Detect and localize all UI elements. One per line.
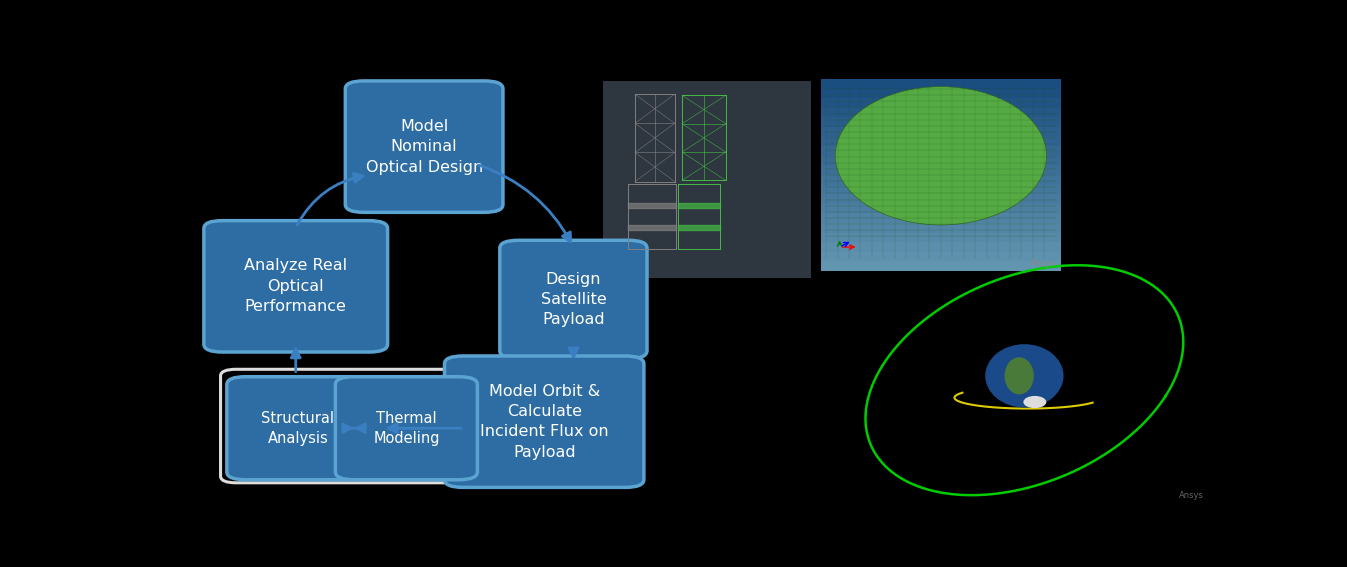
Bar bbox=[820, 242, 1061, 252]
Bar bbox=[820, 108, 1061, 117]
Ellipse shape bbox=[985, 344, 1064, 408]
FancyBboxPatch shape bbox=[226, 376, 369, 480]
FancyBboxPatch shape bbox=[335, 376, 477, 480]
Bar bbox=[820, 117, 1061, 127]
Ellipse shape bbox=[1005, 357, 1033, 395]
Bar bbox=[820, 156, 1061, 166]
Bar bbox=[820, 261, 1061, 271]
Text: Analyze Real
Optical
Performance: Analyze Real Optical Performance bbox=[244, 259, 348, 314]
Bar bbox=[820, 127, 1061, 137]
Bar bbox=[820, 194, 1061, 204]
Bar bbox=[820, 98, 1061, 108]
Text: Structural
Analysis: Structural Analysis bbox=[261, 411, 334, 446]
Text: Model
Nominal
Optical Design: Model Nominal Optical Design bbox=[365, 119, 482, 175]
Bar bbox=[820, 204, 1061, 213]
Ellipse shape bbox=[835, 87, 1047, 225]
Bar bbox=[820, 79, 1061, 88]
Text: Thermal
Modeling: Thermal Modeling bbox=[373, 411, 439, 446]
Bar bbox=[820, 252, 1061, 261]
Ellipse shape bbox=[1024, 396, 1047, 408]
Bar bbox=[820, 213, 1061, 223]
Bar bbox=[820, 223, 1061, 232]
FancyBboxPatch shape bbox=[203, 221, 388, 352]
Bar bbox=[820, 232, 1061, 242]
Bar bbox=[820, 166, 1061, 175]
Text: Design
Satellite
Payload: Design Satellite Payload bbox=[540, 272, 606, 327]
Text: Ansys: Ansys bbox=[1179, 491, 1204, 500]
FancyBboxPatch shape bbox=[445, 356, 644, 488]
FancyBboxPatch shape bbox=[345, 81, 502, 212]
FancyBboxPatch shape bbox=[500, 240, 647, 358]
Bar bbox=[820, 88, 1061, 98]
Text: Model Orbit &
Calculate
Incident Flux on
Payload: Model Orbit & Calculate Incident Flux on… bbox=[480, 384, 609, 460]
Bar bbox=[820, 137, 1061, 146]
Bar bbox=[820, 175, 1061, 185]
FancyBboxPatch shape bbox=[820, 79, 1061, 271]
Bar bbox=[820, 185, 1061, 194]
Text: Ansys: Ansys bbox=[1030, 259, 1056, 268]
Bar bbox=[820, 146, 1061, 156]
FancyBboxPatch shape bbox=[602, 81, 811, 278]
